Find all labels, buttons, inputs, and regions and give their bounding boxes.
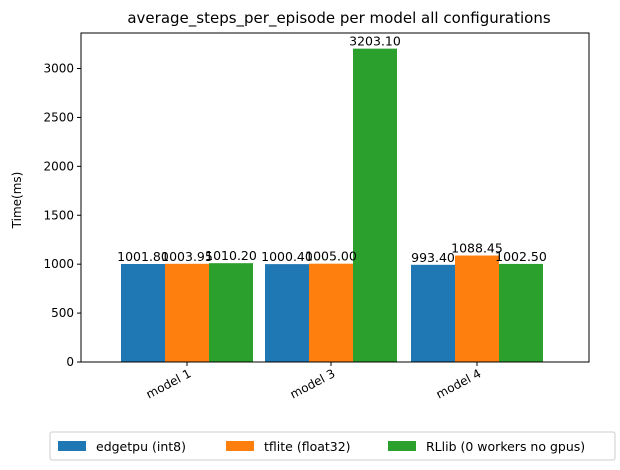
data-label-series-2-category-1: 3203.10 [349,34,401,49]
legend-swatch-0 [58,441,86,451]
legend-label-2: RLlib (0 workers no gpus) [426,439,585,454]
bar-series-1-category-1 [309,263,353,362]
x-tick-label-1: model 3 [288,366,338,401]
legend-label-1: tflite (float32) [264,439,351,454]
data-labels-group: 1001.80 1000.40 993.40 1003.95 1005.00 1088.4… [117,34,547,265]
x-axis-ticks: model 1 model 3 model 4 [144,362,484,402]
bar-series-0-category-2 [411,264,455,362]
y-axis-label: Time(ms) [10,172,24,230]
data-label-series-1-category-2: 1088.45 [451,241,503,256]
bars-group [121,48,543,362]
legend-swatch-2 [388,441,416,451]
legend: edgetpu (int8) tflite (float32) RLlib (0 w… [49,431,616,461]
data-label-series-2-category-0: 1010.20 [205,248,257,263]
data-label-series-1-category-1: 1005.00 [305,249,357,264]
data-label-series-0-category-0: 1001.80 [117,249,169,264]
plot-frame [80,32,590,363]
legend-swatch-1 [226,441,254,451]
data-label-series-1-category-0: 1003.95 [161,249,213,264]
bar-series-0-category-0 [121,263,165,362]
bar-series-1-category-2 [455,255,499,362]
y-tick-label-3: 1500 [43,208,74,222]
y-tick-label-1: 500 [51,306,74,320]
x-tick-label-0: model 1 [144,366,194,401]
x-tick-label-2: model 4 [434,366,484,401]
bar-series-2-category-1 [353,48,397,362]
y-axis-ticks: 0 500 1000 1500 2000 2500 3000 [43,62,81,369]
legend-frame [49,431,616,461]
data-label-series-0-category-2: 993.40 [411,250,455,265]
y-tick-label-5: 2500 [43,110,74,124]
y-tick-label-0: 0 [66,355,74,369]
bar-series-2-category-0 [209,263,253,362]
data-label-series-0-category-1: 1000.40 [261,249,313,264]
bar-series-2-category-2 [499,263,543,362]
y-tick-label-2: 1000 [43,257,74,271]
chart-title: average_steps_per_episode per model all … [127,9,550,28]
data-label-series-2-category-2: 1002.50 [495,249,547,264]
bar-series-1-category-0 [165,263,209,362]
bar-series-0-category-1 [265,264,309,362]
legend-label-0: edgetpu (int8) [96,439,186,454]
y-tick-label-4: 2000 [43,159,74,173]
y-tick-label-6: 3000 [43,62,74,76]
